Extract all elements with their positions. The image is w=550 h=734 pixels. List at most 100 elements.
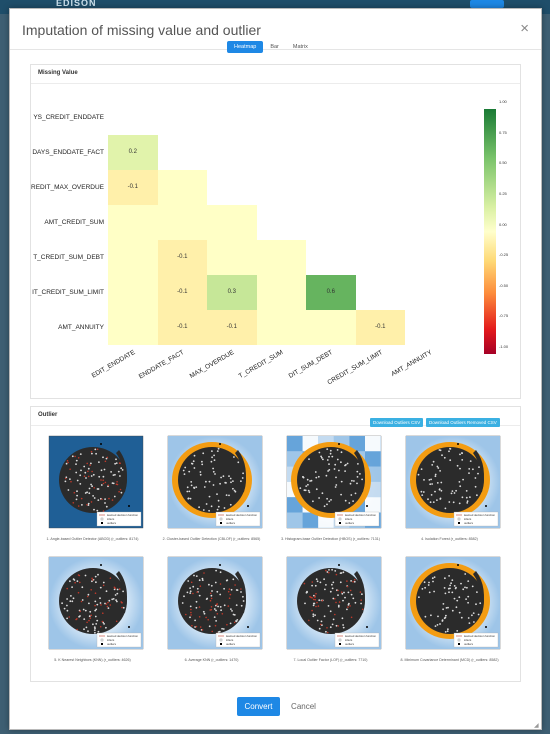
heatmap-cell bbox=[256, 275, 306, 310]
heatmap-row-label: YS_CREDIT_ENDDATE bbox=[33, 113, 104, 121]
heatmap-cell-value: 0.3 bbox=[227, 288, 236, 295]
heatmap-cell bbox=[108, 205, 158, 240]
heatmap-cell: -0.1 bbox=[108, 170, 158, 205]
missing-value-tabs: Heatmap Bar Matrix bbox=[227, 41, 315, 53]
heatmap-cell bbox=[108, 240, 158, 275]
heatmap-colorbar bbox=[484, 109, 496, 354]
plot-legend-label: outliers bbox=[464, 642, 474, 646]
plot-caption: 6. Average KNN (r_outliers: 1470) bbox=[184, 658, 239, 662]
heatmap-cell-value: -0.1 bbox=[226, 323, 237, 330]
heatmap-row-label: AMT_CREDIT_SUM bbox=[44, 218, 104, 226]
plot-legend-label: outliers bbox=[345, 642, 355, 646]
tab-bar[interactable]: Bar bbox=[270, 44, 279, 50]
resize-handle-icon[interactable]: ◢ bbox=[534, 723, 539, 729]
plot-legend-label: learned decision function bbox=[226, 513, 257, 517]
outlier-plot: learned decision function inliers outliers… bbox=[277, 430, 384, 546]
heatmap-cell bbox=[256, 310, 306, 345]
plot-legend-label: outliers bbox=[345, 521, 355, 525]
heatmap-cell-value: -0.1 bbox=[177, 253, 188, 260]
heatmap-cell: 0.3 bbox=[207, 275, 257, 310]
outlier-plot: learned decision function inliers outliers… bbox=[277, 551, 384, 667]
heatmap-cell bbox=[157, 170, 207, 205]
heatmap-cell bbox=[157, 205, 207, 240]
outlier-plot: learned decision function inliers outliers… bbox=[158, 430, 265, 546]
plot-caption: 2. Cluster-based Outlier Detection (CBLO… bbox=[162, 537, 261, 541]
plot-legend-label: outliers bbox=[107, 521, 117, 525]
plot-legend-label: inliers bbox=[226, 638, 234, 642]
plot-caption: 4. Isolation Forest (r_outliers: 8582) bbox=[421, 537, 478, 541]
plot-legend-label: inliers bbox=[345, 638, 353, 642]
colorbar-tick-label: 1.00 bbox=[499, 99, 507, 104]
heatmap-cell: 0.6 bbox=[306, 275, 356, 310]
heatmap-cell bbox=[306, 310, 356, 345]
plot-legend-label: inliers bbox=[345, 517, 353, 521]
tab-heatmap[interactable]: Heatmap bbox=[227, 41, 264, 53]
heatmap-cell-value: -0.1 bbox=[375, 323, 386, 330]
colorbar-tick-label: 0.75 bbox=[499, 129, 507, 135]
heatmap-row-label: IT_CREDIT_SUM_LIMIT bbox=[32, 288, 104, 296]
card-header bbox=[31, 65, 520, 84]
colorbar-tick-label: -1.00 bbox=[499, 344, 509, 349]
plot-legend-label: inliers bbox=[464, 638, 472, 642]
modal-title: Imputation of missing value and outlier bbox=[22, 22, 261, 38]
outlier-plot: learned decision function inliers outliers… bbox=[39, 430, 146, 546]
plot-legend-label: learned decision function bbox=[345, 634, 376, 638]
modal-divider bbox=[10, 49, 541, 50]
heatmap-cell-value: -0.1 bbox=[177, 288, 188, 295]
plot-caption: 8. Minimum Covariance Determinant (MCD) … bbox=[400, 658, 499, 662]
plot-legend-label: inliers bbox=[226, 517, 234, 521]
card-header bbox=[31, 407, 520, 426]
close-icon[interactable]: × bbox=[520, 20, 529, 37]
plot-legend-label: learned decision function bbox=[226, 634, 257, 638]
download-outliers-button[interactable]: Download Outliers CSV bbox=[370, 418, 424, 427]
heatmap-cell: -0.1 bbox=[355, 310, 405, 345]
background-button bbox=[470, 0, 504, 8]
missing-value-title: Missing Value bbox=[38, 70, 78, 76]
heatmap-cell-value: -0.1 bbox=[127, 183, 138, 190]
plot-legend-label: inliers bbox=[107, 638, 115, 642]
heatmap-cell bbox=[108, 275, 158, 310]
outlier-plot: learned decision function inliers outliers… bbox=[158, 551, 265, 667]
heatmap-cell: -0.1 bbox=[157, 275, 207, 310]
heatmap-row-label: T_CREDIT_SUM_DEBT bbox=[33, 253, 104, 261]
download-outliers-removed-button[interactable]: Download Outliers Removed CSV bbox=[426, 418, 500, 427]
plot-legend-label: learned decision function bbox=[464, 634, 495, 638]
heatmap-cell: -0.1 bbox=[207, 310, 257, 345]
heatmap-cell: 0.2 bbox=[108, 135, 158, 170]
heatmap-row-label: DAYS_ENDDATE_FACT bbox=[32, 148, 104, 156]
outlier-plot: learned decision function inliers outliers… bbox=[39, 551, 146, 667]
tab-matrix[interactable]: Matrix bbox=[292, 44, 308, 50]
heatmap-cell-value: -0.1 bbox=[177, 323, 188, 330]
plot-legend-label: inliers bbox=[107, 517, 115, 521]
convert-button[interactable]: Convert bbox=[237, 697, 280, 716]
heatmap-cell: -0.1 bbox=[157, 310, 207, 345]
heatmap-row-label: AMT_ANNUITY bbox=[58, 323, 104, 331]
outlier-title: Outlier bbox=[38, 412, 58, 418]
plot-legend-label: learned decision function bbox=[107, 634, 138, 638]
plot-caption: 7. Local Outlier Factor (LOF) (r_outlier… bbox=[293, 658, 368, 662]
plot-caption: 5. K Nearest Neighbors (KNN) (r_outliers… bbox=[54, 658, 131, 662]
colorbar-tick-label: 0.50 bbox=[499, 160, 507, 166]
plot-legend-label: outliers bbox=[226, 521, 236, 525]
heatmap-cell bbox=[207, 205, 257, 240]
heatmap-row-label: REDIT_MAX_OVERDUE bbox=[31, 183, 104, 191]
app-logo: EDISON bbox=[56, 0, 97, 8]
heatmap-cell-value: 0.2 bbox=[128, 148, 137, 155]
outlier-plot: learned decision function inliers outliers… bbox=[396, 430, 503, 546]
outlier-plot: learned decision function inliers outliers… bbox=[396, 551, 503, 667]
plot-caption: 3. Histogram-base Outlier Detection (HBO… bbox=[281, 537, 380, 541]
colorbar-tick-label: -0.25 bbox=[499, 252, 509, 258]
plot-legend-label: outliers bbox=[464, 521, 474, 525]
plot-legend-label: learned decision function bbox=[345, 513, 376, 517]
imputation-modal: Imputation of missing value and outlier … bbox=[9, 8, 542, 730]
plot-legend-label: inliers bbox=[464, 517, 472, 521]
plot-legend-label: learned decision function bbox=[107, 513, 138, 517]
cancel-button[interactable]: Cancel bbox=[291, 702, 316, 711]
plot-legend-label: outliers bbox=[107, 642, 117, 646]
colorbar-tick-label: -0.50 bbox=[499, 282, 509, 288]
heatmap-cell bbox=[108, 310, 158, 345]
plot-legend-label: learned decision function bbox=[464, 513, 495, 517]
colorbar-tick-label: 0.00 bbox=[499, 221, 507, 227]
colorbar-tick-label: 0.25 bbox=[499, 190, 507, 196]
heatmap-cell-value: 0.6 bbox=[326, 288, 335, 295]
